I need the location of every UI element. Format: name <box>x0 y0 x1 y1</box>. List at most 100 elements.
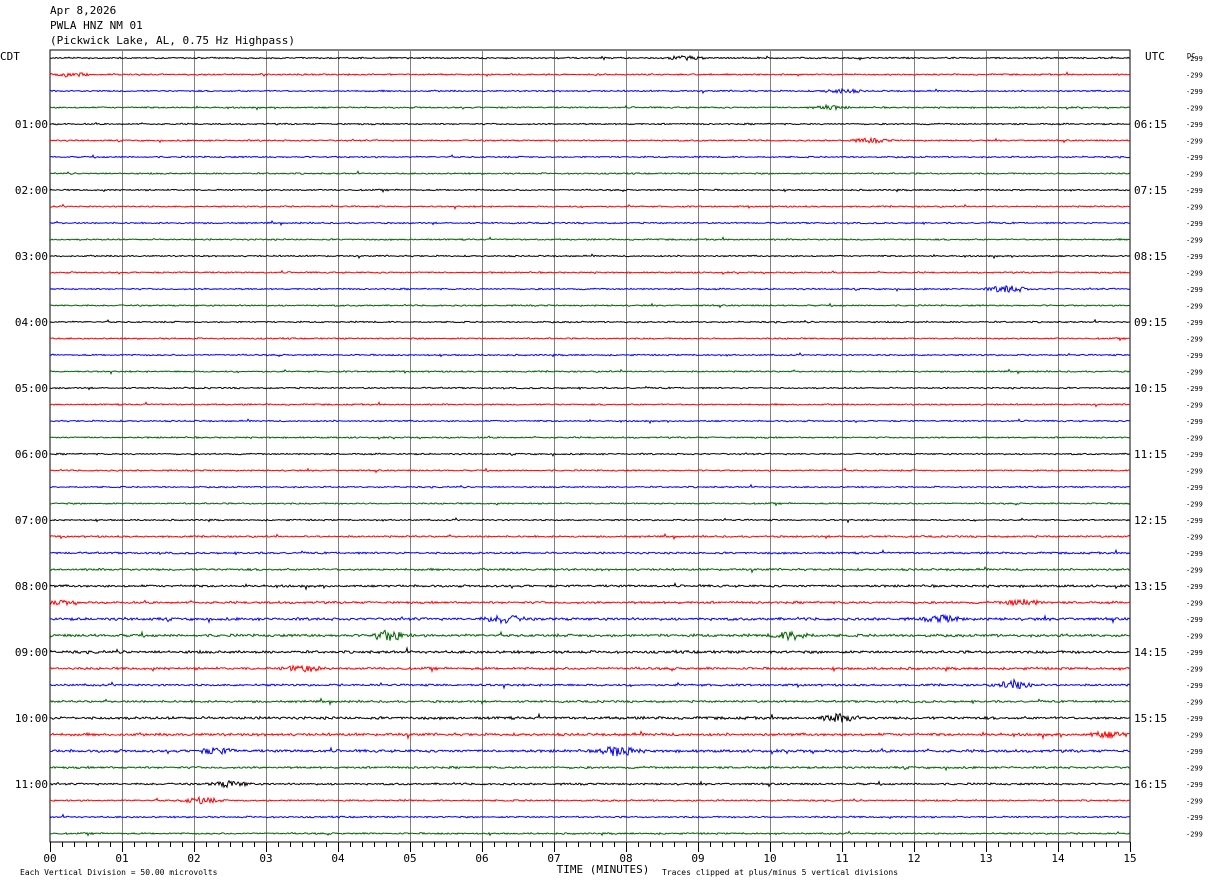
dc-column-label: DC <box>1187 52 1195 60</box>
trace-line <box>49 352 1131 358</box>
dc-offset-label: -299 <box>1186 220 1203 228</box>
trace-line <box>49 830 1130 837</box>
trace-line <box>49 795 1131 805</box>
trace-line <box>49 598 1131 607</box>
trace-line <box>49 613 1131 625</box>
dc-offset-label: -299 <box>1186 171 1203 179</box>
cdt-hour-label: 06:00 <box>15 448 48 461</box>
trace-line <box>49 385 1131 391</box>
dc-offset-label: -299 <box>1186 352 1203 360</box>
cdt-hour-label: 03:00 <box>15 250 48 263</box>
trace-line <box>50 418 1131 425</box>
dc-offset-label: -299 <box>1186 517 1203 525</box>
dc-offset-label: -299 <box>1186 781 1203 789</box>
trace-line <box>49 401 1131 408</box>
trace-line <box>49 121 1131 126</box>
dc-offset-label: -299 <box>1186 303 1203 311</box>
trace-line <box>49 629 1130 642</box>
trace-line <box>49 285 1131 294</box>
trace-line <box>49 203 1130 210</box>
dc-offset-label: -299 <box>1186 534 1203 542</box>
trace-line <box>49 154 1131 159</box>
x-tick-label: 00 <box>43 852 56 865</box>
trace-line <box>49 170 1131 175</box>
dc-offset-label: -299 <box>1186 732 1203 740</box>
cdt-hour-label: 09:00 <box>15 646 48 659</box>
dc-offset-label: -299 <box>1186 451 1203 459</box>
dc-offset-label: -299 <box>1186 204 1203 212</box>
x-tick-label: 03 <box>259 852 272 865</box>
station-location: (Pickwick Lake, AL, 0.75 Hz Highpass) <box>50 34 296 47</box>
dc-offset-label: -299 <box>1186 237 1203 245</box>
trace-line <box>49 467 1131 474</box>
trace-line <box>50 219 1130 227</box>
dc-offset-label: -299 <box>1186 72 1203 80</box>
cdt-hour-label: 07:00 <box>15 514 48 527</box>
utc-hour-label: 11:15 <box>1134 448 1167 461</box>
dc-offset-label: -299 <box>1186 699 1203 707</box>
trace-line <box>49 318 1131 324</box>
utc-axis-label: UTC <box>1145 50 1165 63</box>
trace-line <box>49 745 1131 757</box>
x-tick-label: 01 <box>115 852 128 865</box>
trace-line <box>49 336 1130 342</box>
dc-offset-label: -299 <box>1186 319 1203 327</box>
dc-offset-label: -299 <box>1186 435 1203 443</box>
dc-offset-label: -299 <box>1186 484 1203 492</box>
dc-offset-label: -299 <box>1186 88 1203 96</box>
trace-line <box>49 269 1131 275</box>
dc-offset-label: -299 <box>1186 501 1203 509</box>
chart-date: Apr 8,2026 <box>50 4 117 17</box>
x-tick-label: 08 <box>619 852 632 865</box>
x-tick-label: 04 <box>331 852 345 865</box>
x-tick-label: 11 <box>835 852 848 865</box>
dc-offset-label: -299 <box>1186 270 1203 278</box>
dc-offset-label: -299 <box>1186 600 1203 608</box>
cdt-hour-label: 05:00 <box>15 382 48 395</box>
dc-offset-label: -299 <box>1186 715 1203 723</box>
x-tick-label: 10 <box>763 852 776 865</box>
dc-offset-label: -299 <box>1186 567 1203 575</box>
utc-hour-label: 08:15 <box>1134 250 1167 263</box>
trace-line <box>49 566 1131 574</box>
dc-offset-label: -299 <box>1186 418 1203 426</box>
utc-hour-label: 07:15 <box>1134 184 1167 197</box>
cdt-hour-label: 10:00 <box>15 712 48 725</box>
utc-hour-label: 12:15 <box>1134 514 1167 527</box>
dc-offset-label: -299 <box>1186 550 1203 558</box>
x-axis-label: TIME (MINUTES) <box>557 863 650 876</box>
trace-line <box>49 765 1131 772</box>
trace-line <box>49 302 1131 309</box>
plot-frame <box>49 49 1131 843</box>
utc-hour-label: 14:15 <box>1134 646 1167 659</box>
utc-hour-label: 09:15 <box>1134 316 1167 329</box>
clip-note: Traces clipped at plus/minus 5 vertical … <box>662 868 898 877</box>
x-tick-label: 06 <box>475 852 488 865</box>
dc-offset-label: -299 <box>1186 121 1203 129</box>
cdt-axis-label: CDT <box>0 50 20 63</box>
x-tick-label: 13 <box>979 852 992 865</box>
dc-offset-label: -299 <box>1186 253 1203 261</box>
x-tick-label: 15 <box>1123 852 1136 865</box>
cdt-hour-label: 08:00 <box>15 580 48 593</box>
x-tick-label: 12 <box>907 852 920 865</box>
x-tick-label: 09 <box>691 852 704 865</box>
dc-offset-label: -299 <box>1186 682 1203 690</box>
utc-hour-label: 06:15 <box>1134 118 1167 131</box>
dc-offset-label: -299 <box>1186 385 1203 393</box>
dc-offset-label: -299 <box>1186 369 1203 377</box>
trace-line <box>49 677 1131 690</box>
utc-hour-label: 16:15 <box>1134 778 1167 791</box>
trace-line <box>49 236 1131 242</box>
dc-offset-label: -299 <box>1186 154 1203 162</box>
station-code: PWLA HNZ NM 01 <box>50 19 143 32</box>
utc-hour-label: 10:15 <box>1134 382 1167 395</box>
dc-offset-label: -299 <box>1186 765 1203 773</box>
cdt-hour-label: 02:00 <box>15 184 48 197</box>
dc-offset-label: -299 <box>1186 286 1203 294</box>
utc-hour-label: 15:15 <box>1134 712 1167 725</box>
dc-offset-label: -299 <box>1186 814 1203 822</box>
dc-offset-label: -299 <box>1186 138 1203 146</box>
dc-offset-label: -299 <box>1186 336 1203 344</box>
